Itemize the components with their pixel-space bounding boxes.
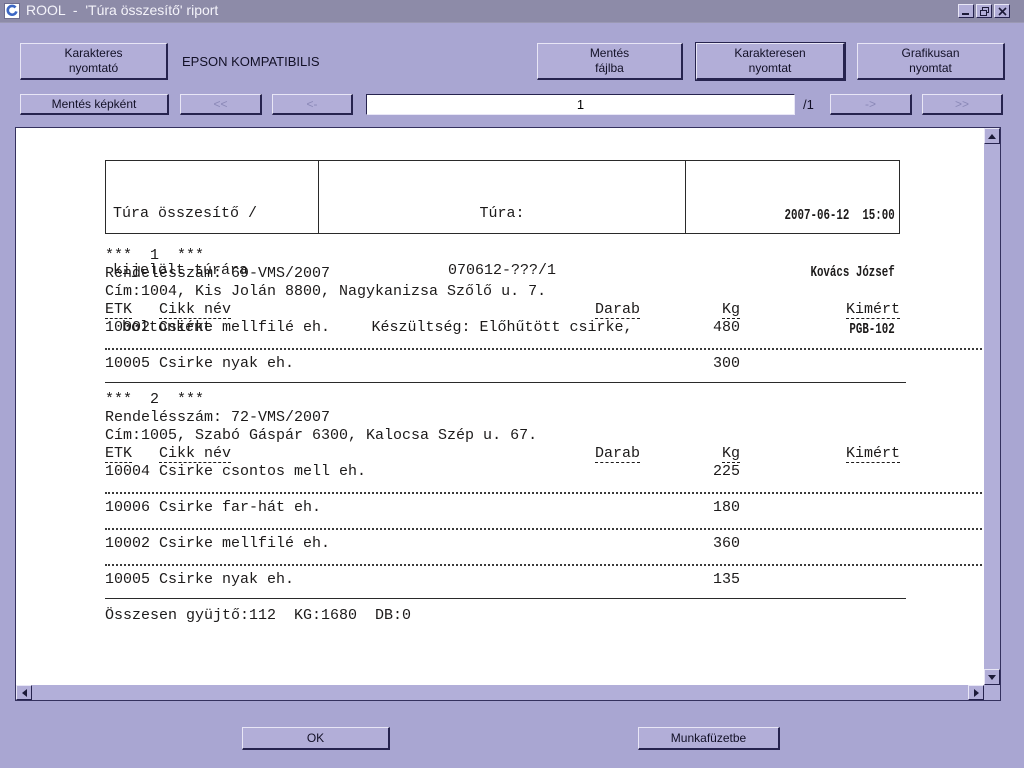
report-header-center: Túra: 070612-???/1 Készültség: Előhűtött… (319, 161, 687, 336)
arrow-down-icon (988, 674, 996, 680)
section-index: *** 2 *** (105, 391, 205, 408)
workbook-button[interactable]: Munkafüzetbe (638, 727, 780, 750)
printer-name-label: EPSON KOMPATIBILIS (182, 54, 320, 69)
section-order-number: Rendelésszám: 69-VMS/2007 (105, 265, 331, 282)
page-total-label: /1 (803, 97, 814, 112)
horizontal-scrollbar[interactable] (16, 685, 984, 700)
solid-separator (105, 589, 906, 607)
dotted-separator (105, 553, 984, 571)
minimize-button[interactable] (958, 4, 974, 18)
report-datetime: 2007-06-12 15:00 (784, 207, 895, 224)
report-operator: Kovács József (810, 264, 895, 281)
dotted-separator (105, 337, 984, 355)
report-code: PGB-102 (849, 321, 895, 338)
restore-button[interactable] (976, 4, 992, 18)
report-item-row: 10005 Csirke nyak eh. 135 (105, 571, 740, 588)
report-header-left: Túra összesítő / kijelölt túrára boltonk… (106, 161, 319, 336)
report-header-box: Túra összesítő / kijelölt túrára boltonk… (105, 160, 900, 338)
save-as-image-button[interactable]: Mentés képként (20, 94, 169, 115)
window-title: ROOL - 'Túra összesítő' riport (26, 2, 219, 18)
report-header-right: 2007-06-12 15:00 Kovács József PGB-102 (686, 161, 899, 338)
first-page-button[interactable]: << (180, 94, 262, 115)
close-button[interactable] (994, 4, 1010, 18)
report-column-header: ETK Cikk név Darab Kg Kimért (105, 301, 900, 319)
scrollbar-corner (984, 685, 1000, 700)
arrow-right-icon (973, 688, 979, 697)
scroll-up-button[interactable] (984, 128, 1000, 144)
report-preview: Túra összesítő / kijelölt túrára boltonk… (15, 127, 1001, 701)
char-print-button[interactable]: Karakteresen nyomtat (696, 43, 845, 80)
ok-button[interactable]: OK (242, 727, 390, 750)
page-number-input[interactable] (366, 94, 795, 115)
arrow-left-icon (21, 688, 27, 697)
report-item-row: 10006 Csirke far-hát eh. 180 (105, 499, 740, 516)
section-address: Cím:1005, Szabó Gáspár 6300, Kalocsa Szé… (105, 427, 538, 444)
report-column-header: ETK Cikk név Darab Kg Kimért (105, 445, 900, 463)
section-address: Cím:1004, Kis Jolán 8800, Nagykanizsa Sz… (105, 283, 547, 300)
close-icon (997, 6, 1007, 16)
vertical-scrollbar[interactable] (984, 128, 1000, 685)
app-icon (4, 3, 20, 19)
titlebar[interactable]: ROOL - 'Túra összesítő' riport (0, 0, 1024, 23)
last-page-button[interactable]: >> (922, 94, 1003, 115)
save-to-file-button[interactable]: Mentés fájlba (537, 43, 683, 80)
report-item-row: 10004 Csirke csontos mell eh. 225 (105, 463, 740, 480)
prev-page-button[interactable]: <- (272, 94, 353, 115)
next-page-button[interactable]: -> (830, 94, 912, 115)
report-item-row: 10002 Csirke mellfilé eh. 360 (105, 535, 740, 552)
report-item-row: 10005 Csirke nyak eh. 300 (105, 355, 740, 372)
restore-icon (979, 6, 989, 16)
report-lines: *** 1 *** Rendelésszám: 69-VMS/2007 Cím:10… (105, 247, 984, 625)
dotted-separator (105, 481, 984, 499)
solid-separator (105, 373, 906, 391)
report-summary: Összesen gyüjtő:112 KG:1680 DB:0 (105, 607, 412, 624)
dotted-separator (105, 517, 984, 535)
section-index: *** 1 *** (105, 247, 205, 264)
scroll-left-button[interactable] (16, 685, 32, 700)
scroll-down-button[interactable] (984, 669, 1000, 685)
graphic-print-button[interactable]: Grafikusan nyomtat (857, 43, 1005, 80)
report-item-row: 10002 Csirke mellfilé eh. 480 (105, 319, 740, 336)
arrow-up-icon (988, 133, 996, 139)
scroll-right-button[interactable] (968, 685, 984, 700)
section-order-number: Rendelésszám: 72-VMS/2007 (105, 409, 331, 426)
char-printer-button[interactable]: Karakteres nyomtató (20, 43, 168, 80)
report-page: Túra összesítő / kijelölt túrára boltonk… (16, 128, 984, 685)
minimize-icon (962, 13, 969, 15)
